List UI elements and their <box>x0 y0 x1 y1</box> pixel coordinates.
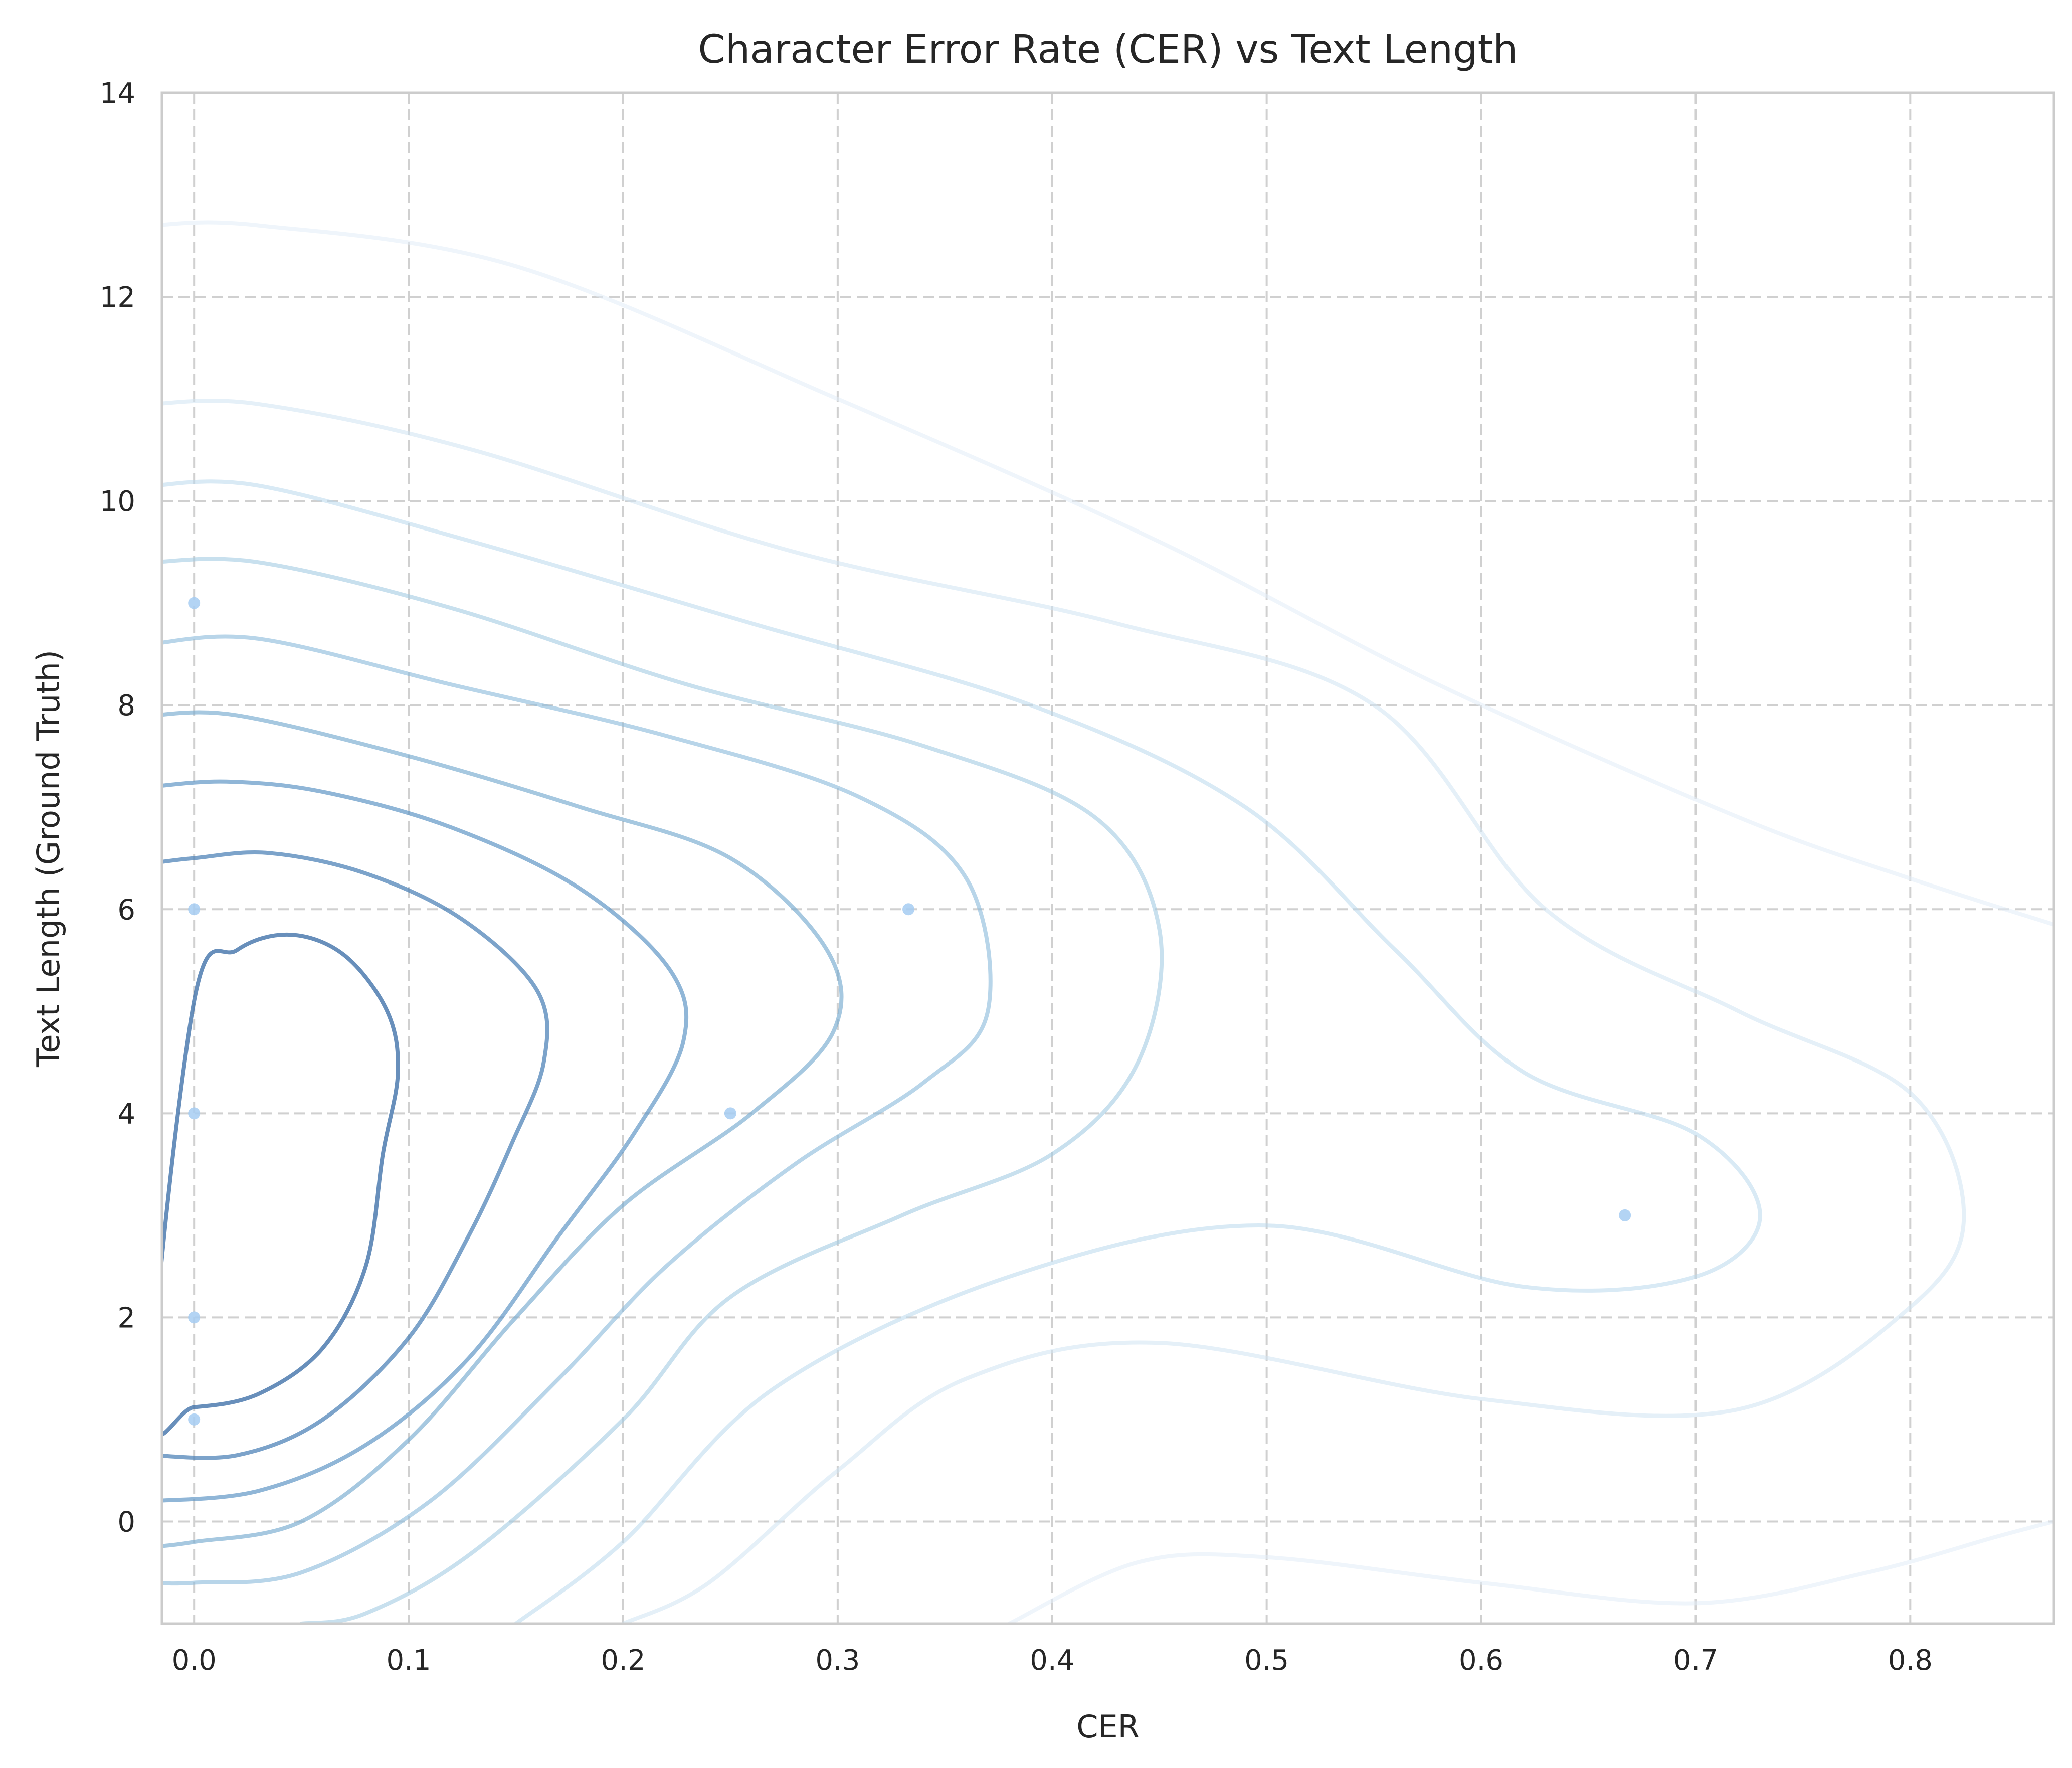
x-tick-label: 0.8 <box>1888 1644 1933 1677</box>
x-tick-label: 0.0 <box>172 1644 217 1677</box>
x-tick-label: 0.5 <box>1244 1644 1289 1677</box>
kde-contour-level-4 <box>162 634 993 1586</box>
y-tick-label: 0 <box>117 1506 135 1538</box>
x-tick-label: 0.7 <box>1673 1644 1718 1677</box>
y-tick-label: 6 <box>117 894 135 926</box>
x-tick-label: 0.3 <box>815 1644 860 1677</box>
x-tick-label: 0.6 <box>1459 1644 1503 1677</box>
y-axis-label: Text Length (Ground Truth) <box>30 650 67 1068</box>
kde-contour-level-0 <box>162 932 400 1437</box>
y-tick-label: 12 <box>100 281 135 314</box>
kde-contour-level-8 <box>162 220 2054 927</box>
x-tick-label: 0.4 <box>1030 1644 1074 1677</box>
kde-contour-level-9 <box>1007 1519 2054 1624</box>
x-axis-label: CER <box>1076 1708 1140 1745</box>
data-point-4 <box>188 1413 201 1426</box>
kde-contour-level-7 <box>162 399 1966 1624</box>
y-tick-label: 10 <box>100 485 135 518</box>
plot-frame <box>160 91 2055 1625</box>
kde-contour-level-5 <box>162 557 1164 1624</box>
x-tick-label: 0.2 <box>601 1644 645 1677</box>
data-point-7 <box>1619 1209 1631 1221</box>
y-tick-label: 2 <box>117 1302 135 1334</box>
y-tick-label: 8 <box>117 689 135 722</box>
kde-contour-level-2 <box>162 779 689 1503</box>
scatter-points <box>188 597 1631 1426</box>
y-tick-label: 14 <box>100 77 135 110</box>
x-tick-labels: 0.0 0.1 0.2 0.3 0.4 0.5 0.6 0.7 0.8 <box>172 1644 1933 1677</box>
data-point-3 <box>188 1311 201 1324</box>
data-point-1 <box>188 903 201 916</box>
data-point-6 <box>902 903 915 916</box>
data-point-5 <box>724 1107 736 1120</box>
kde-contour-level-1 <box>162 850 549 1460</box>
data-point-2 <box>188 1107 201 1120</box>
kde-contours <box>162 220 2054 1624</box>
y-tick-labels: 0 2 4 6 8 10 12 14 <box>100 77 135 1538</box>
kde-contour-level-6 <box>162 479 1762 1624</box>
chart-title: Character Error Rate (CER) vs Text Lengt… <box>698 27 1518 72</box>
x-tick-label: 0.1 <box>387 1644 431 1677</box>
y-tick-label: 4 <box>117 1098 135 1130</box>
data-point-0 <box>188 597 201 609</box>
kde-contour-level-3 <box>162 710 844 1548</box>
